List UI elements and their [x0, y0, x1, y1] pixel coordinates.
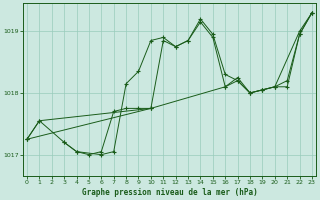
X-axis label: Graphe pression niveau de la mer (hPa): Graphe pression niveau de la mer (hPa)	[82, 188, 257, 197]
